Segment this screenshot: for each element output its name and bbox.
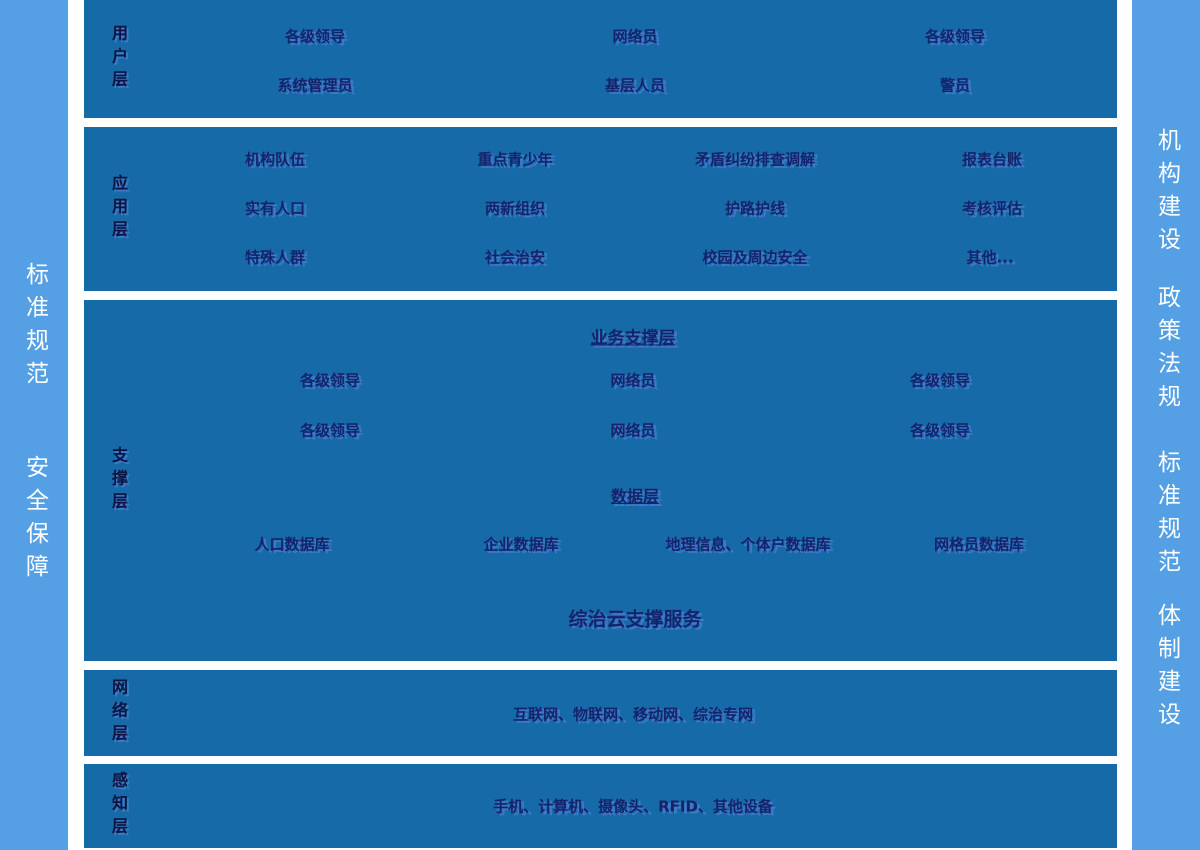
diagram-node: 各级领导 bbox=[284, 27, 346, 46]
right-sidebar-label-organization: 机构建设 bbox=[1153, 128, 1180, 260]
network-list-label: 互联网、物联网、移动网、综治专网 bbox=[512, 705, 754, 724]
database-node: 网格员数据库 bbox=[933, 535, 1025, 554]
diagram-node: 矛盾纠纷排查调解 bbox=[694, 150, 816, 169]
band-perception-layer: 感知层 手机、计算机、摄像头、RFID、其他设备 bbox=[84, 764, 1117, 848]
diagram-node: 重点青少年 bbox=[477, 150, 553, 169]
layer-label-support: 支撑层 bbox=[109, 446, 128, 515]
database-node: 企业数据库 bbox=[483, 535, 559, 554]
diagram-node: 各级领导 bbox=[299, 421, 361, 440]
business-support-title: 业务支撑层 bbox=[590, 328, 676, 349]
left-sidebar-label-security: 安全保障 bbox=[21, 455, 48, 587]
band-network-layer: 网络层 互联网、物联网、移动网、综治专网 bbox=[84, 670, 1117, 756]
diagram-node: 网络员 bbox=[610, 421, 656, 440]
band-application-layer: 应用层 机构队伍 重点青少年 矛盾纠纷排查调解 报表台账 实有人口 两新组织 护… bbox=[84, 127, 1117, 291]
diagram-main: 用户层 各级领导 网络员 各级领导 系统管理员 基层人员 警员 应用层 机构队伍… bbox=[84, 0, 1117, 850]
diagram-node: 报表台账 bbox=[961, 150, 1023, 169]
cloud-service-label: 综治云支撑服务 bbox=[568, 608, 702, 631]
diagram-node: 网络员 bbox=[612, 27, 658, 46]
diagram-node: 两新组织 bbox=[484, 199, 546, 218]
diagram-node: 系统管理员 bbox=[277, 76, 353, 95]
database-node: 人口数据库 bbox=[254, 535, 330, 554]
left-sidebar: 标准规范 安全保障 bbox=[0, 0, 68, 850]
right-sidebar-label-system: 体制建设 bbox=[1153, 603, 1180, 735]
data-layer-title: 数据层 bbox=[610, 487, 660, 506]
left-sidebar-label-standards: 标准规范 bbox=[21, 262, 48, 394]
right-sidebar-label-standards: 标准规范 bbox=[1153, 450, 1180, 582]
diagram-node: 实有人口 bbox=[244, 199, 306, 218]
layer-label-application: 应用层 bbox=[109, 174, 128, 244]
diagram-node: 校园及周边安全 bbox=[702, 248, 808, 267]
band-user-layer: 用户层 各级领导 网络员 各级领导 系统管理员 基层人员 警员 bbox=[84, 0, 1117, 118]
diagram-node: 机构队伍 bbox=[244, 150, 306, 169]
diagram-node: 各级领导 bbox=[924, 27, 986, 46]
diagram-node: 各级领导 bbox=[909, 371, 971, 390]
diagram-node: 护路护线 bbox=[724, 199, 786, 218]
diagram-node: 各级领导 bbox=[299, 371, 361, 390]
diagram-node: 其他... bbox=[966, 248, 1014, 267]
layer-label-user: 用户层 bbox=[109, 24, 128, 94]
band-support-layer: 支撑层 业务支撑层 各级领导 网络员 各级领导 各级领导 网络员 各级领导 数据… bbox=[84, 300, 1117, 661]
right-sidebar-label-policy: 政策法规 bbox=[1153, 285, 1180, 417]
diagram-node: 警员 bbox=[939, 76, 971, 95]
diagram-node: 特殊人群 bbox=[244, 248, 306, 267]
layer-label-perception: 感知层 bbox=[109, 771, 128, 841]
diagram-node: 社会治安 bbox=[484, 248, 546, 267]
diagram-node: 各级领导 bbox=[909, 421, 971, 440]
diagram-node: 基层人员 bbox=[604, 76, 666, 95]
layer-label-network: 网络层 bbox=[109, 678, 128, 748]
device-list-label: 手机、计算机、摄像头、RFID、其他设备 bbox=[493, 797, 773, 816]
diagram-node: 网络员 bbox=[610, 371, 656, 390]
database-node: 地理信息、个体户数据库 bbox=[665, 535, 831, 554]
right-sidebar: 机构建设 政策法规 标准规范 体制建设 bbox=[1132, 0, 1200, 850]
diagram-node: 考核评估 bbox=[961, 199, 1023, 218]
